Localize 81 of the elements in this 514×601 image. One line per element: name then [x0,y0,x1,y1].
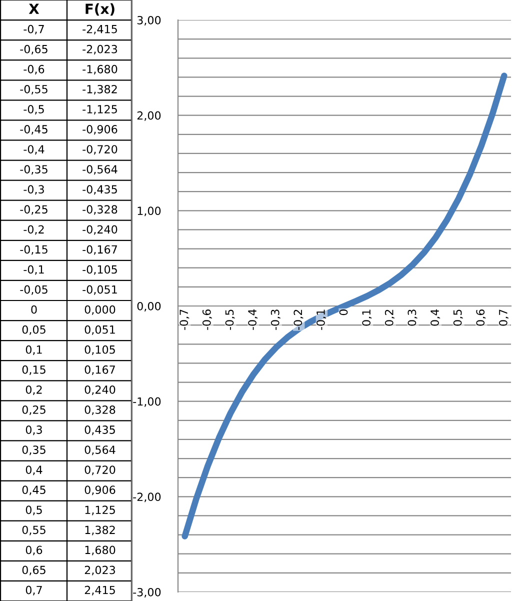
x-tick-label: -0,3 [270,310,280,330]
text: -0,3 [24,185,44,195]
text: 1,125 [85,506,115,516]
text: 0,25 [22,406,46,416]
text: -0,35 [20,165,48,175]
text: -1,382 [82,84,117,95]
text: 0,55 [22,526,46,536]
text: -0,45 [20,125,48,135]
text: -0,167 [82,245,117,255]
x-tick-label: -0,5 [225,310,235,330]
text: X [28,4,40,14]
y-tick-label: -2,00 [133,492,161,502]
text: 0,435 [84,426,115,436]
text: -0,435 [82,185,117,195]
y-tick-label: 0,00 [137,302,161,312]
x-tick-label: -0,7 [180,310,190,330]
text: 0,4 [26,466,42,476]
text: -1,680 [82,64,118,74]
text: 0,167 [84,365,115,375]
x-tick-label: -0,1 [316,310,326,330]
text: -0,05 [20,285,48,295]
x-tick-label: 0,3 [408,310,418,326]
text: 0,906 [84,486,116,496]
text: 0,720 [84,466,116,476]
x-tick-label: 0,1 [362,310,372,326]
x-tick-label: -0,2 [294,310,304,330]
x-tick-label: 0,6 [476,309,486,326]
y-tick-label: 3,00 [137,16,161,26]
y-tick-label: 2,00 [137,111,161,121]
x-tick-label: 0 [339,310,348,316]
text: 0,05 [22,325,46,335]
text: -0,906 [82,125,118,135]
text: 0,2 [26,385,42,396]
x-tick-label: -0,6 [202,309,212,330]
text: 0,15 [22,365,46,375]
text: -0,7 [24,24,44,34]
text: 1,680 [85,546,116,556]
text: 0,5 [26,506,42,516]
text: 0,000 [84,305,116,315]
text: 0,1 [26,345,42,355]
text: 0,7 [26,586,42,596]
text: F(x) [86,3,114,16]
text: -0,5 [24,105,44,115]
text: -0,55 [20,84,48,95]
text: -0,051 [82,285,117,295]
x-tick-label: 0,4 [430,309,440,326]
text: 0,3 [26,426,42,436]
text: 0,564 [84,446,116,456]
x-tick-label: 0,2 [384,310,394,326]
y-tick-label: 1,00 [138,206,161,216]
text: -0,15 [20,245,48,255]
x-tick-label: 0,7 [498,310,509,326]
text: -0,65 [20,44,48,54]
text: 0,051 [84,325,115,335]
text: -0,25 [20,205,48,215]
text: 2,023 [84,566,116,576]
x-tick-label: 0,5 [453,310,463,326]
text: -0,105 [82,265,117,275]
text: 0,105 [84,345,115,355]
y-tick-label: -3,00 [133,588,161,598]
text: -0,4 [24,145,44,155]
text: -1,125 [82,105,117,115]
text: 0,45 [22,486,46,496]
text: -0,2 [24,225,44,235]
text: -0,720 [82,145,118,155]
y-tick-label: -1,00 [133,397,161,407]
text: -0,6 [24,64,44,74]
text: 2,415 [84,586,115,596]
text: 0,6 [26,546,42,556]
text: -0,1 [24,265,44,275]
text: -0,328 [82,205,118,215]
text: 0,65 [22,566,46,576]
text: 0,328 [84,406,116,416]
text: -2,023 [82,44,118,54]
text: 0,240 [84,385,116,396]
text: -0,564 [82,165,118,175]
text: 1,382 [85,526,115,536]
text: -2,415 [82,24,117,34]
text: 0,35 [22,446,46,456]
text: -0,240 [82,225,118,235]
x-tick-label: -0,4 [248,309,258,330]
